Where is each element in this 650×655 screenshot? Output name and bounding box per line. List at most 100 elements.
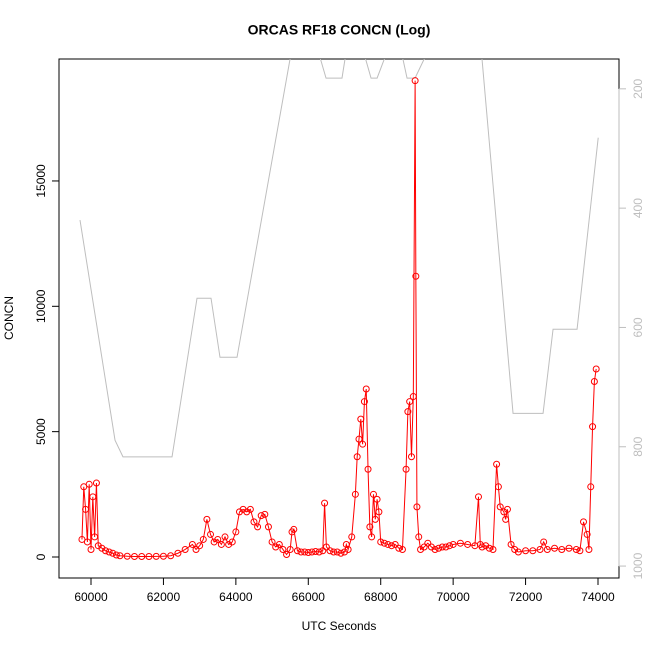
data-point [83,538,91,546]
data-point [507,540,515,548]
y-tick-label: 10000 [34,289,48,323]
data-point [326,547,334,555]
data-point [145,552,153,560]
data-point [264,523,272,531]
data-point [301,548,309,556]
data-point [159,552,167,560]
data-point [322,543,330,551]
data-point [431,545,439,553]
data-point [592,365,600,373]
data-point [199,535,207,543]
data-point [261,510,269,518]
data-point [203,515,211,523]
data-point [344,545,352,553]
data-point [304,548,312,556]
data-point [319,547,327,555]
data-point [368,533,376,541]
data-point [87,545,95,553]
data-point [268,538,276,546]
data-point [214,535,222,543]
data-point [254,523,262,531]
data-point [589,423,597,431]
data-point [286,545,294,553]
y2-tick-label: 600 [631,317,645,337]
data-point [138,552,146,560]
data-point [540,538,548,546]
data-point [522,547,530,555]
data-point [536,545,544,553]
data-point [590,378,598,386]
data-point [446,542,454,550]
data-point [409,393,417,401]
data-point [380,539,388,547]
data-point [413,503,421,511]
data-point [503,505,511,513]
data-point [402,465,410,473]
data-point [551,544,559,552]
data-point [207,530,215,538]
data-point [82,505,90,513]
y2-tick-label: 400 [631,198,645,218]
data-point [228,538,236,546]
data-point [384,540,392,548]
data-point [92,479,100,487]
data-point [232,528,240,536]
data-point [369,490,377,498]
data-point [109,549,117,557]
data-point [494,483,502,491]
data-point [420,543,428,551]
data-point [297,548,305,556]
data-point [293,547,301,555]
data-point [391,540,399,548]
data-point [493,460,501,468]
data-point [312,547,320,555]
data-point [395,544,403,552]
data-point [123,552,131,560]
data-point [474,493,482,501]
data-point [250,518,258,526]
chart-title: ORCAS RF18 CONCN (Log) [248,22,431,38]
data-point [351,490,359,498]
data-point [424,539,432,547]
data-point [112,551,120,559]
data-point [116,552,124,560]
data-point [456,539,464,547]
y2-tick-label: 800 [631,436,645,456]
data-point [404,408,412,416]
data-point [308,548,316,556]
data-point [275,540,283,548]
data-point [257,512,265,520]
data-point [355,435,363,443]
data-point [174,549,182,557]
data-point [246,505,254,513]
data-point [496,503,504,511]
data-point [406,398,414,406]
x-tick-label: 74000 [581,590,615,604]
data-point [485,544,493,552]
data-point [217,540,225,548]
data-point [565,544,573,552]
data-point [333,548,341,556]
y2-tick-label: 1000 [631,552,645,579]
data-point [315,548,323,556]
data-point [91,533,99,541]
data-point [279,545,287,553]
data-point [375,508,383,516]
data-point [105,548,113,556]
data-point [502,515,510,523]
data-point [348,533,356,541]
data-point [583,530,591,538]
data-point [353,453,361,461]
x-tick-label: 70000 [436,590,470,604]
data-point [89,493,97,501]
data-point [85,480,93,488]
data-point [373,495,381,503]
data-point [435,544,443,552]
data-point [321,499,329,507]
y-tick-label: 15000 [34,164,48,198]
data-point [221,533,229,541]
data-point [514,548,522,556]
